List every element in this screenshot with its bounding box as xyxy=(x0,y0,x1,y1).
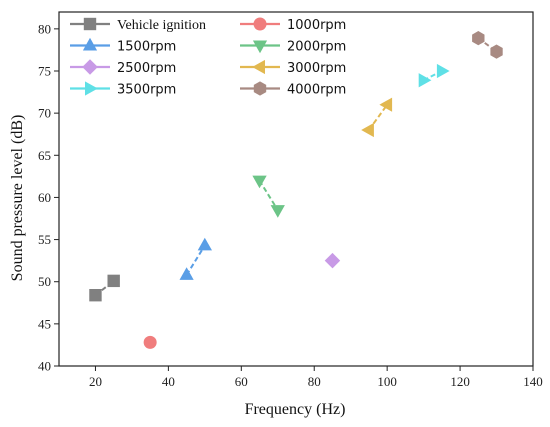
series-line-1500rpm xyxy=(185,244,206,276)
y-tick-label: 75 xyxy=(38,64,51,79)
data-point-vehicle-ignition xyxy=(107,274,120,288)
y-tick-label: 70 xyxy=(38,106,51,121)
axes xyxy=(58,11,534,367)
legend-label-2000rpm: 2000rpm xyxy=(287,40,346,55)
y-tick-label: 50 xyxy=(38,274,51,289)
legend-marker-vehicle-ignition xyxy=(83,17,97,31)
y-tick-label: 60 xyxy=(38,190,51,205)
legend-label-1000rpm: 1000rpm xyxy=(287,18,346,33)
x-tick-label: 40 xyxy=(162,374,175,389)
data-point-3000rpm xyxy=(361,122,374,138)
legend-label-1500rpm: 1500rpm xyxy=(117,40,176,55)
data-point-2000rpm xyxy=(252,175,267,189)
data-point-1000rpm xyxy=(143,335,157,349)
x-tick-label: 120 xyxy=(450,374,470,389)
y-tick-label: 55 xyxy=(38,232,51,247)
legend-label-2500rpm: 2500rpm xyxy=(117,61,176,76)
data-point-4000rpm xyxy=(472,31,485,46)
legend-marker-3000rpm xyxy=(252,59,265,75)
legend-marker-1000rpm xyxy=(253,17,267,31)
x-tick-label: 20 xyxy=(89,374,102,389)
y-tick-label: 65 xyxy=(38,148,51,163)
legend-marker-4000rpm xyxy=(253,81,267,96)
data-point-3500rpm xyxy=(436,63,450,79)
series-line-3000rpm xyxy=(368,104,389,131)
legend: Vehicle ignition 1000rpm 1500rpm 2000rpm 250… xyxy=(70,17,346,98)
legend-marker-2000rpm xyxy=(252,40,268,54)
data-point-1500rpm xyxy=(179,267,194,280)
series-points xyxy=(89,31,503,349)
data-point-vehicle-ignition xyxy=(89,289,102,302)
legend-marker-2500rpm xyxy=(82,59,98,75)
data-point-2500rpm xyxy=(324,252,341,269)
plot-frame xyxy=(58,11,534,367)
x-tick-label: 80 xyxy=(308,374,321,389)
legend-label-vehicle-ignition: Vehicle ignition xyxy=(117,18,206,33)
data-point-2000rpm xyxy=(270,205,285,218)
y-tick-label: 80 xyxy=(38,21,51,36)
legend-label-3500rpm: 3500rpm xyxy=(117,83,176,98)
series-connectors xyxy=(94,37,498,296)
data-point-3000rpm xyxy=(379,97,393,112)
y-tick-label: 40 xyxy=(38,359,51,374)
x-tick-label: 60 xyxy=(235,374,248,389)
data-point-3500rpm xyxy=(418,73,432,88)
x-axis-ticks: 20 40 60 80 100 120 140 xyxy=(89,366,543,389)
y-axis-label: Sound pressure level (dB) xyxy=(9,115,26,282)
legend-label-4000rpm: 4000rpm xyxy=(287,83,346,98)
x-axis-label: Frequency (Hz) xyxy=(245,401,346,418)
legend-marker-3500rpm xyxy=(85,81,98,96)
y-axis-ticks: 40 45 50 55 60 65 70 75 80 xyxy=(38,21,59,374)
data-point-4000rpm xyxy=(490,44,503,59)
x-tick-label: 100 xyxy=(377,374,397,389)
y-tick-label: 45 xyxy=(38,316,51,331)
legend-label-3000rpm: 3000rpm xyxy=(287,61,346,76)
x-tick-label: 140 xyxy=(523,374,543,389)
legend-marker-1500rpm xyxy=(82,37,98,51)
data-point-1500rpm xyxy=(197,237,212,251)
